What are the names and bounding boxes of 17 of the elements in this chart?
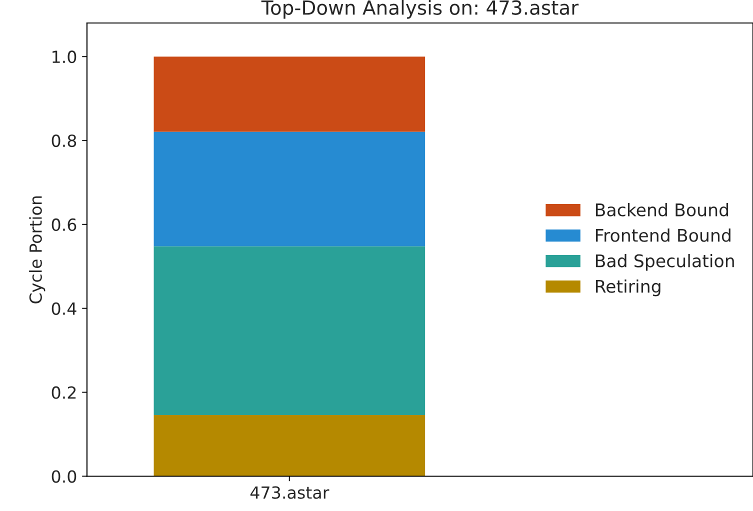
chart-title: Top-Down Analysis on: 473.astar <box>261 0 579 19</box>
bar <box>154 414 426 476</box>
y-tick-label: 1.0 <box>52 50 76 64</box>
y-tick-label: 0.6 <box>52 218 76 232</box>
legend-label: Frontend Bound <box>596 228 730 242</box>
y-tick-label: 0.0 <box>52 470 76 483</box>
bar <box>154 56 426 132</box>
legend-label: Retiring <box>596 279 660 296</box>
bar <box>154 132 426 246</box>
y-tick-label: 0.8 <box>52 134 76 148</box>
x-tick-label: 473.astar <box>250 486 330 499</box>
y-axis-title: Cycle Portion <box>29 196 46 304</box>
legend-label: Backend Bound <box>596 203 728 216</box>
y-tick-label: 0.2 <box>52 386 76 399</box>
bar <box>154 246 426 415</box>
y-tick-label: 0.4 <box>52 302 76 315</box>
legend-label: Bad Speculation <box>596 254 734 271</box>
